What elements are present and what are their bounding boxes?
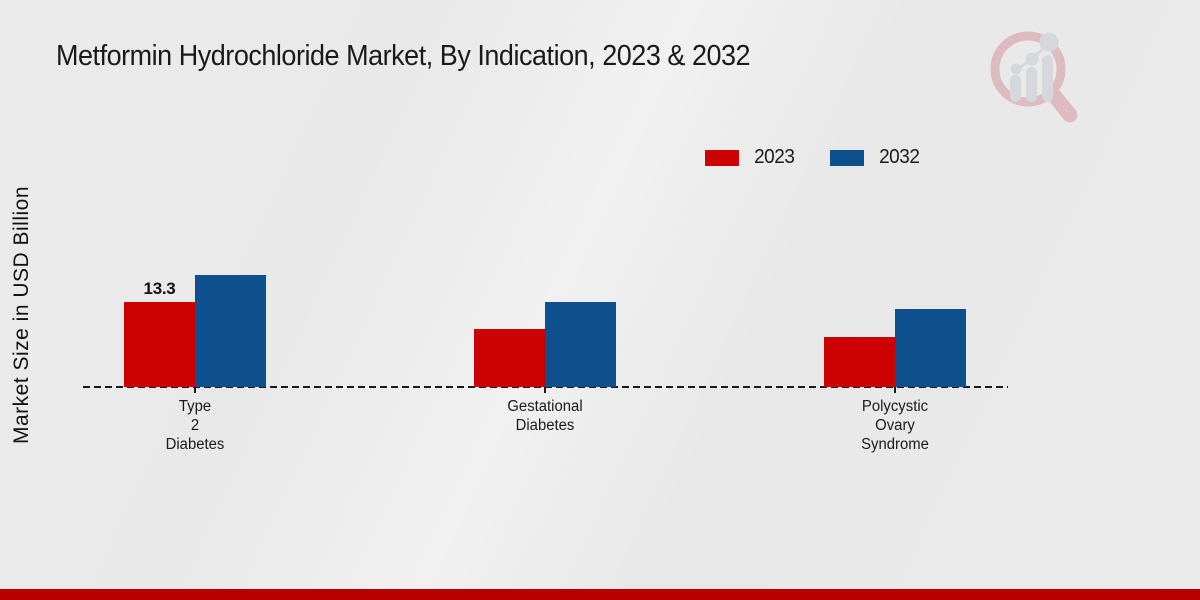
x-axis-label-line: Ovary	[875, 417, 915, 434]
x-axis-label-line: Type	[178, 398, 212, 415]
x-axis-label-line: Diabetes	[165, 436, 225, 453]
legend: 2023 2032	[705, 146, 920, 169]
chart-title: Metformin Hydrochloride Market, By Indic…	[56, 40, 751, 72]
x-axis-label-line: Gestational	[507, 398, 583, 415]
x-axis-label-line: Polycystic	[861, 398, 929, 415]
x-axis-category-label: Gestational Diabetes	[449, 397, 641, 435]
x-axis-tick	[894, 387, 896, 393]
bar-2023-gestational-diabetes	[474, 329, 545, 387]
legend-label: 2032	[878, 146, 920, 168]
x-axis-label-line: Diabetes	[515, 417, 575, 434]
x-axis-category-label: Polycystic Ovary Syndrome	[799, 397, 991, 454]
bar-2023-polycystic-ovary-syndrome	[824, 337, 895, 387]
footer-red-bar	[0, 589, 1200, 600]
x-axis-tick	[194, 387, 196, 393]
x-axis-label-line: 2	[190, 417, 200, 434]
bar-value-label: 13.3	[143, 279, 176, 298]
bar-2023-type-2-diabetes	[124, 302, 195, 387]
mrfr-logo-icon	[990, 31, 1078, 123]
bar-2032-type-2-diabetes	[195, 275, 266, 387]
bar-2032-polycystic-ovary-syndrome	[895, 309, 966, 387]
x-axis-category-label: Type 2 Diabetes	[99, 397, 291, 454]
legend-item-2023: 2023	[705, 146, 796, 169]
legend-label: 2023	[754, 146, 795, 168]
x-axis-tick	[544, 387, 546, 393]
x-axis-label-line: Syndrome	[861, 436, 929, 453]
legend-item-2032: 2032	[829, 146, 921, 169]
legend-swatch-2032	[829, 149, 864, 166]
bar-2032-gestational-diabetes	[545, 302, 616, 387]
legend-swatch-2023	[705, 149, 739, 166]
